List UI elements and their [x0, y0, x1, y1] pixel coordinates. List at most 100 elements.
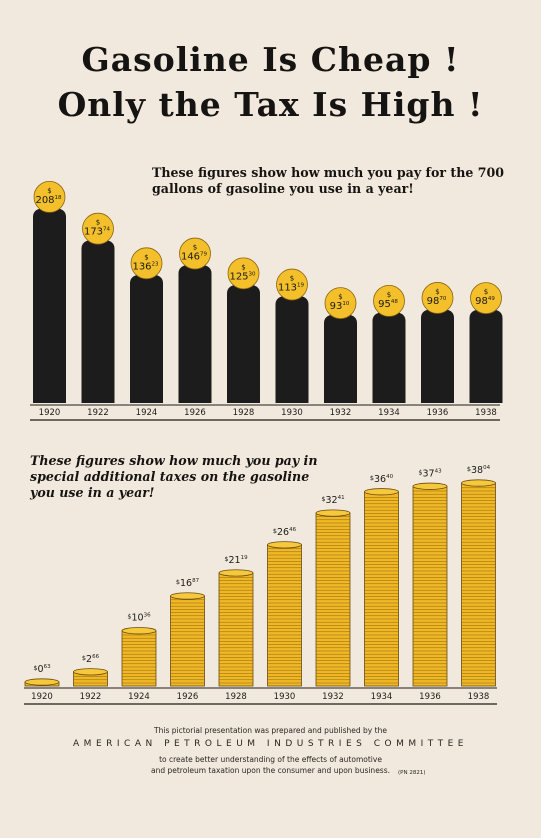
chart2-coin-stack: $1687 [170, 578, 205, 687]
chart1-year-label: 1934 [378, 408, 400, 418]
chart2-stack-top [24, 678, 60, 686]
chart1-year-label: 1920 [39, 408, 61, 418]
chart1-coin [227, 257, 260, 290]
chart2-coin-stack: $2646 [267, 527, 302, 687]
chart2-stack-top [267, 541, 302, 549]
chart2-stack-body [461, 482, 496, 687]
chart2-year-label: 1936 [419, 692, 441, 702]
chart1-coin-dollar-sign: $ [47, 187, 51, 195]
chart1-value-label: 9310 [330, 301, 350, 312]
chart2-year-label: 1926 [177, 692, 199, 702]
chart1-caption: These figures show how much you pay for … [152, 165, 505, 196]
chart2-stack-top [461, 479, 496, 487]
chart2-stack-body [364, 491, 399, 687]
chart1-bar-group: $9870 [421, 282, 454, 403]
chart1-value-label: 17374 [84, 227, 111, 238]
chart1-bar [469, 310, 503, 403]
chart1-coin-dollar-sign: $ [144, 253, 148, 261]
chart1-coin-dollar-sign: $ [96, 219, 100, 227]
chart2-value-label: $063 [33, 664, 51, 675]
chart2-value-label: $3804 [467, 465, 491, 476]
chart2-caption: These figures show how much you pay in s… [30, 453, 318, 500]
chart2-year-label: 1922 [80, 692, 102, 702]
chart2-year-label: 1920 [31, 692, 53, 702]
footer-line4: and petroleum taxation upon the consumer… [150, 766, 391, 775]
chart1-year-label: 1932 [330, 408, 352, 418]
chart1-value-label: 12530 [229, 271, 256, 282]
chart1-year-label: 1938 [475, 408, 497, 418]
chart1-coin-dollar-sign: $ [435, 288, 439, 296]
chart2-coin-stack: $1036 [121, 613, 157, 687]
chart2-value-label: $2646 [273, 527, 297, 538]
chart1-bar-group: $13623 [130, 247, 163, 403]
chart1-bar [33, 208, 66, 403]
chart2-coin-stack: $3804 [461, 465, 496, 687]
chart1-coin-dollar-sign: $ [290, 275, 294, 283]
chart2-year-label: 1932 [322, 692, 344, 702]
chart1-coin [179, 237, 211, 270]
chart1-bar [372, 312, 406, 403]
chart1-year-label: 1936 [427, 408, 449, 418]
main-title-line1: Gasoline Is Cheap ! [81, 40, 460, 79]
chart2-coin-stack: $063 [24, 664, 60, 687]
chart2-year-label: 1930 [274, 692, 296, 702]
chart1-bar [81, 240, 115, 403]
chart1-bar [421, 309, 454, 403]
chart1-year-label: 1926 [184, 408, 206, 418]
footer-line3: to create better understanding of the ef… [159, 755, 382, 764]
chart1-coin [82, 212, 114, 245]
chart1-coin [421, 282, 454, 314]
chart2-coin-stack: $3241 [315, 495, 351, 687]
chart1-coin [130, 247, 163, 280]
chart1-bar-group: $20818 [33, 181, 66, 403]
chart2-stack-top [315, 509, 351, 517]
chart1-year-label: 1928 [233, 408, 255, 418]
chart1-bar-group: $17374 [81, 212, 115, 403]
chart1-coin-dollar-sign: $ [193, 244, 197, 252]
chart2-year-label: 1938 [468, 692, 490, 702]
chart1-value-label: 11319 [278, 283, 305, 294]
footer-committee: AMERICAN PETROLEUM INDUSTRIES COMMITTEE [73, 739, 468, 749]
chart1-bar-group: $14679 [178, 237, 212, 403]
chart2-value-label: $266 [82, 654, 100, 665]
chart1-value-label: 9548 [378, 299, 398, 310]
chart2-value-label: $1687 [176, 578, 200, 589]
chart1-coin [373, 284, 405, 317]
chart1-value-label: 9849 [475, 296, 495, 307]
chart2-year-label: 1928 [225, 692, 247, 702]
chart1-bar-group: $11319 [275, 268, 309, 403]
chart2-stack-top [170, 592, 205, 600]
chart2-stack-top [412, 482, 448, 490]
chart1-bar [275, 296, 309, 403]
footer-line1: This pictorial presentation was prepared… [154, 726, 387, 735]
chart2-stack-top [121, 627, 157, 635]
chart2-value-label: $2119 [224, 555, 248, 566]
chart2-coin-stack: $266 [73, 654, 108, 687]
chart1-coin [33, 181, 66, 213]
chart1-coin-dollar-sign: $ [338, 293, 342, 301]
chart1-bar-group: $9548 [372, 284, 406, 403]
chart1-value-label: 20818 [35, 195, 62, 206]
chart2-value-label: $1036 [127, 613, 151, 624]
chart1-year-label: 1930 [281, 408, 303, 418]
chart2-stack-top [364, 488, 399, 496]
chart2-stack-body [315, 512, 351, 687]
chart2-value-label: $3640 [370, 474, 394, 485]
chart2-year-label: 1924 [128, 692, 150, 702]
chart2-year-label: 1934 [371, 692, 393, 702]
chart2-stack-body [218, 572, 254, 687]
chart1-bar [130, 275, 163, 403]
chart1-value-label: 9870 [427, 296, 447, 307]
chart2-coin-stack: $2119 [218, 555, 254, 687]
chart2-stack-body [412, 485, 448, 687]
chart1-coin [324, 287, 357, 319]
chart1-bar-group: $9310 [324, 287, 357, 403]
chart2-stack-body [121, 630, 157, 687]
chart2-coin-stack: $3743 [412, 468, 448, 687]
chart1-coin-dollar-sign: $ [484, 288, 488, 296]
chart1-bar [227, 285, 260, 403]
chart2-stack-body [267, 544, 302, 687]
chart2-stack-top [218, 569, 254, 577]
